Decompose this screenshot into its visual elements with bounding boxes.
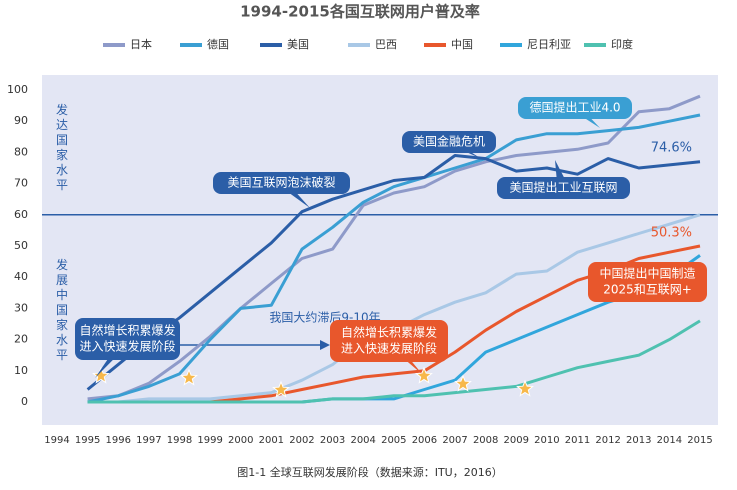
callout: 德国提出工业4.0 bbox=[518, 97, 632, 128]
callout-text: 2025和互联网+ bbox=[603, 283, 692, 297]
end-label: 50.3% bbox=[651, 226, 692, 241]
region-char: 达 bbox=[56, 118, 68, 132]
callout-box bbox=[518, 97, 632, 119]
x-tick-label: 2004 bbox=[350, 435, 375, 446]
region-label: 发展中国家水平 bbox=[56, 257, 68, 362]
region-char: 平 bbox=[56, 178, 68, 192]
x-tick-label: 2000 bbox=[228, 435, 253, 446]
series-line bbox=[87, 113, 701, 404]
legend-label: 德国 bbox=[207, 37, 229, 51]
callout-text: 美国金融危机 bbox=[413, 134, 485, 149]
x-tick-label: 1995 bbox=[75, 435, 100, 446]
series-line bbox=[87, 319, 701, 404]
y-tick-label: 10 bbox=[14, 364, 28, 377]
x-tick-label: 2010 bbox=[534, 435, 559, 446]
x-tick-label: 1999 bbox=[197, 435, 222, 446]
legend-label: 巴西 bbox=[375, 38, 397, 51]
callout-box bbox=[75, 318, 180, 360]
legend-label: 日本 bbox=[130, 37, 152, 51]
callout-box bbox=[588, 262, 707, 302]
x-tick-label: 2009 bbox=[504, 435, 529, 446]
x-tick-label: 2007 bbox=[442, 435, 467, 446]
star bbox=[92, 366, 110, 384]
x-tick-label: 1996 bbox=[106, 435, 131, 446]
star bbox=[454, 374, 472, 392]
callout-box bbox=[402, 131, 496, 153]
arrow-head bbox=[320, 340, 330, 350]
legend-label: 美国 bbox=[287, 38, 309, 51]
callout: 中国提出中国制造 2025和互联网+ bbox=[588, 262, 707, 302]
y-tick-label: 100 bbox=[7, 83, 28, 96]
legend-label: 中国 bbox=[451, 38, 473, 51]
caption: 图1-1 全球互联网发展阶段（数据来源：ITU，2016） bbox=[237, 465, 502, 479]
y-tick-label: 70 bbox=[14, 177, 28, 190]
region-char: 发 bbox=[56, 102, 68, 117]
callout-text: 德国提出工业4.0 bbox=[529, 100, 620, 115]
region-char: 国 bbox=[56, 133, 68, 147]
callout: 美国金融危机 bbox=[402, 131, 496, 158]
x-tick-label: 2008 bbox=[473, 435, 498, 446]
callout-text: 进入快速发展阶段 bbox=[341, 341, 437, 356]
chart-title: 1994-2015各国互联网用户普及率 bbox=[240, 3, 480, 21]
star bbox=[516, 379, 534, 397]
region-char: 中 bbox=[56, 287, 68, 302]
callout-box bbox=[330, 320, 448, 362]
region-char: 国 bbox=[56, 303, 68, 317]
callout-text: 美国提出工业互联网 bbox=[509, 180, 617, 195]
x-tick-label: 2015 bbox=[687, 435, 712, 446]
region-char: 水 bbox=[56, 163, 68, 177]
x-tick-label: 2014 bbox=[657, 435, 682, 446]
x-tick-label: 2002 bbox=[289, 435, 314, 446]
callout-text: 中国提出中国制造 bbox=[599, 266, 695, 281]
star bbox=[415, 366, 433, 384]
series-line bbox=[86, 154, 701, 391]
end-label: 74.6% bbox=[651, 141, 692, 156]
plot-area bbox=[42, 75, 718, 425]
x-tick-label: 2005 bbox=[381, 435, 406, 446]
y-tick-label: 40 bbox=[14, 270, 28, 283]
x-tick-label: 2011 bbox=[565, 435, 590, 446]
legend-label: 尼日利亚 bbox=[527, 38, 571, 51]
x-tick-label: 2006 bbox=[412, 435, 437, 446]
x-tick-label: 1997 bbox=[136, 435, 161, 446]
legend-label: 印度 bbox=[611, 37, 633, 51]
callout: 美国提出工业互联网 bbox=[497, 160, 630, 199]
x-tick-label: 1994 bbox=[44, 435, 69, 446]
star bbox=[272, 380, 290, 398]
callout-text: 进入快速发展阶段 bbox=[79, 339, 175, 354]
callout: 美国互联网泡沫破裂 bbox=[213, 172, 350, 208]
region-char: 平 bbox=[56, 348, 68, 362]
y-tick-label: 30 bbox=[14, 301, 28, 314]
region-char: 家 bbox=[56, 147, 68, 162]
y-tick-label: 90 bbox=[14, 114, 28, 127]
region-char: 发 bbox=[56, 257, 68, 272]
callout-box bbox=[497, 177, 630, 199]
x-tick-label: 2001 bbox=[259, 435, 284, 446]
callout-text: 美国互联网泡沫破裂 bbox=[227, 175, 335, 190]
region-char: 展 bbox=[56, 273, 68, 287]
y-tick-label: 80 bbox=[14, 145, 28, 158]
x-tick-label: 2003 bbox=[320, 435, 345, 446]
y-tick-label: 50 bbox=[14, 239, 28, 252]
callout-box bbox=[213, 172, 350, 194]
star bbox=[180, 368, 198, 386]
x-tick-label: 1998 bbox=[167, 435, 192, 446]
y-tick-label: 60 bbox=[14, 208, 28, 221]
callout-text: 自然增长积累爆发 bbox=[79, 323, 175, 338]
region-char: 水 bbox=[56, 333, 68, 347]
y-tick-label: 0 bbox=[21, 395, 28, 408]
region-char: 家 bbox=[56, 317, 68, 332]
series-line bbox=[87, 94, 701, 401]
region-label: 发达国家水平 bbox=[56, 102, 68, 192]
y-tick-label: 20 bbox=[14, 333, 28, 346]
x-tick-label: 2012 bbox=[595, 435, 620, 446]
callout-text: 自然增长积累爆发 bbox=[341, 325, 437, 340]
x-tick-label: 2013 bbox=[626, 435, 651, 446]
